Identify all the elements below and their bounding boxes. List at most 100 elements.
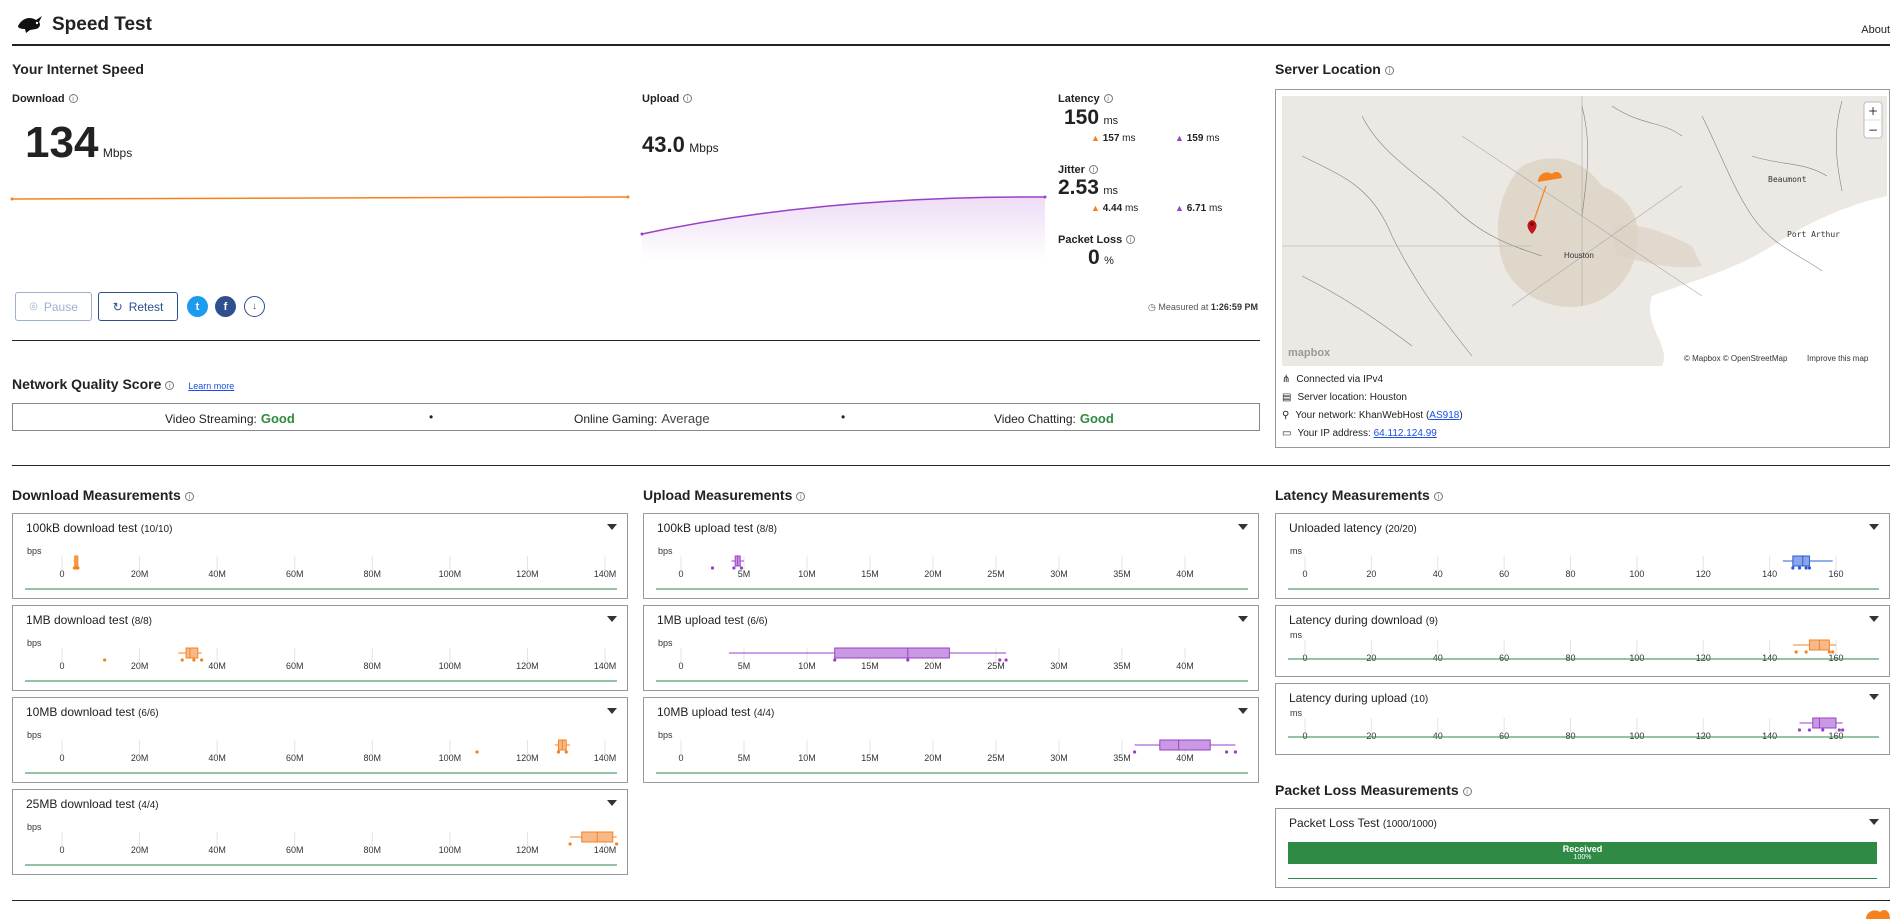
info-icon: i: [1462, 787, 1472, 796]
axis-tick-label: 80M: [364, 753, 382, 763]
sample-point: [1804, 566, 1808, 570]
upload-test-card-0[interactable]: 100kB upload test (8/8) bps 0 5M 10M 15M 20M 25…: [643, 513, 1259, 599]
sample-point: [1837, 728, 1841, 732]
latency-value-row: 150 ms: [1064, 106, 1118, 130]
separator: •: [429, 410, 434, 424]
axis-tick-label: 80M: [364, 845, 382, 855]
ip-link[interactable]: 64.112.124.99: [1373, 428, 1437, 439]
learn-more-link[interactable]: Learn more: [188, 381, 235, 391]
chevron-down-icon[interactable]: [1238, 524, 1248, 530]
upload-test-card-2-plot: bps 0 5M 10M 15M 20M 25M 30M 35M 40M: [656, 730, 1248, 774]
map-attribution: © Mapbox © OpenStreetMap: [1684, 354, 1788, 363]
chevron-down-icon[interactable]: [1869, 616, 1879, 622]
axis-tick-label: 140: [1762, 653, 1777, 663]
axis-tick-label: 20M: [131, 661, 149, 671]
axis-unit: bps: [658, 730, 673, 740]
latency-down-value: 157: [1102, 133, 1120, 144]
upload-test-card-2[interactable]: 10MB upload test (4/4) bps 0 5M 10M 15M 20M 25M…: [643, 697, 1259, 783]
info-icon: i: [1103, 94, 1113, 103]
ip-row: ▭ Your IP address: 64.112.124.99: [1282, 428, 1437, 439]
download-triangle-icon: ▲: [1091, 203, 1100, 213]
info-icon: i: [184, 492, 194, 501]
axis-tick-label: 60: [1499, 731, 1509, 741]
chevron-down-icon[interactable]: [607, 616, 617, 622]
chevron-down-icon[interactable]: [607, 708, 617, 714]
box: [1812, 717, 1837, 729]
latency-test-card-0[interactable]: Unloaded latency (20/20) ms 0 20 40 60 80 100 12…: [1275, 513, 1890, 599]
quality-score-box: Video Streaming: Good • Online Gaming: Ave…: [12, 403, 1260, 431]
received-percent: 100%: [1573, 854, 1592, 861]
download-test-card-2[interactable]: 10MB download test (6/6) bps 0 20M 40M 60M 80M…: [12, 697, 628, 783]
axis-unit: bps: [27, 730, 42, 740]
jitter-label: Jitter i: [1058, 164, 1098, 176]
axis-tick-label: 0: [59, 845, 64, 855]
quality-video-chatting: Video Chatting: Good: [994, 411, 1114, 426]
download-test-card-1[interactable]: 1MB download test (8/8) bps 0 20M 40M 60M 80M 1…: [12, 605, 628, 691]
sample-point: [1004, 658, 1008, 662]
axis-tick-label: 80: [1565, 731, 1575, 741]
latency-down-unit: ms: [1122, 133, 1136, 144]
upload-speed: 43.0 Mbps: [642, 132, 719, 158]
pause-button[interactable]: ◎ Pause: [15, 292, 92, 321]
axis-tick-label: 30M: [1050, 569, 1068, 579]
sample-point: [1831, 650, 1835, 654]
twitter-share-icon[interactable]: t: [187, 296, 208, 317]
chevron-down-icon[interactable]: [1238, 708, 1248, 714]
axis-tick-label: 0: [678, 753, 683, 763]
download-speed: 134 Mbps: [25, 118, 132, 168]
axis-tick-label: 160: [1828, 653, 1843, 663]
download-test-card-3[interactable]: 25MB download test (4/4) bps 0 20M 40M 60M 80M…: [12, 789, 628, 875]
axis-tick-label: 20: [1366, 731, 1376, 741]
axis-tick-label: 100M: [439, 845, 462, 855]
id-card-icon: ▭: [1282, 428, 1292, 439]
download-test-card-1-plot: bps 0 20M 40M 60M 80M 100M 120M 140M: [25, 638, 617, 682]
server-location-row: ▤ Server location: Houston: [1282, 392, 1407, 403]
axis-tick-label: 35M: [1113, 753, 1131, 763]
axis-unit: ms: [1290, 708, 1302, 718]
about-link[interactable]: About: [1861, 24, 1890, 36]
chevron-down-icon[interactable]: [607, 800, 617, 806]
info-icon: i: [1126, 235, 1136, 244]
upload-test-card-1-plot: bps 0 5M 10M 15M 20M 25M 30M 35M 40M: [656, 638, 1248, 682]
pause-icon: ◎: [29, 301, 38, 312]
upload-test-card-1[interactable]: 1MB upload test (6/6) bps 0 5M 10M 15M 20M 25M 3…: [643, 605, 1259, 691]
latency-upload: ▲ 159 ms: [1175, 133, 1220, 144]
packet-loss-test-card[interactable]: Packet Loss Test (1000/1000) Received 10…: [1275, 808, 1890, 888]
asn-link[interactable]: AS918: [1429, 410, 1460, 421]
chevron-down-icon[interactable]: [1869, 694, 1879, 700]
download-results-icon[interactable]: ↓: [244, 296, 265, 317]
axis-tick-label: 120M: [516, 753, 539, 763]
download-test-card-0[interactable]: 100kB download test (10/10) bps 0 20M 40M 60M…: [12, 513, 628, 599]
retest-button[interactable]: ↻ Retest: [98, 292, 178, 321]
facebook-share-icon[interactable]: f: [215, 296, 236, 317]
axis-tick-label: 20: [1366, 653, 1376, 663]
mapbox-logo: mapbox: [1288, 347, 1331, 359]
chevron-down-icon[interactable]: [1869, 819, 1879, 825]
latency-test-card-2[interactable]: Latency during upload (10) ms 0 20 40 60 80 100…: [1275, 683, 1890, 755]
chevron-down-icon[interactable]: [1238, 616, 1248, 622]
axis-tick-label: 120: [1696, 569, 1711, 579]
axis-tick-label: 20M: [924, 753, 942, 763]
jitter-up-value: 6.71: [1186, 203, 1207, 214]
latency-test-card-1[interactable]: Latency during download (9) ms 0 20 40 60 80 10…: [1275, 605, 1890, 677]
info-icon: i: [1384, 66, 1394, 75]
server-map[interactable]: Houston Beaumont Port Arthur mapbox © Ma…: [1282, 96, 1887, 366]
sample-point: [1797, 566, 1802, 570]
jitter-value-row: 2.53 ms: [1058, 176, 1118, 200]
axis-tick-label: 25M: [987, 569, 1005, 579]
upload-test-card-0-plot: bps 0 5M 10M 15M 20M 25M 30M 35M 40M: [656, 546, 1248, 590]
sample-point: [200, 658, 204, 662]
footer-divider: [12, 900, 1890, 901]
axis-unit: bps: [658, 638, 673, 648]
sample-point: [710, 566, 715, 570]
chevron-down-icon[interactable]: [607, 524, 617, 530]
map-label-port-arthur: Port Arthur: [1787, 230, 1840, 239]
jitter-value: 2.53: [1058, 176, 1099, 199]
network-tree-icon: ⋔: [1282, 374, 1291, 385]
separator: •: [841, 410, 846, 424]
axis-tick-label: 100M: [439, 753, 462, 763]
chevron-down-icon[interactable]: [1869, 524, 1879, 530]
quality-section-title: Network Quality Score i Learn more: [12, 376, 235, 392]
rabbit-logo-icon: [18, 16, 42, 33]
sample-point: [192, 658, 196, 662]
